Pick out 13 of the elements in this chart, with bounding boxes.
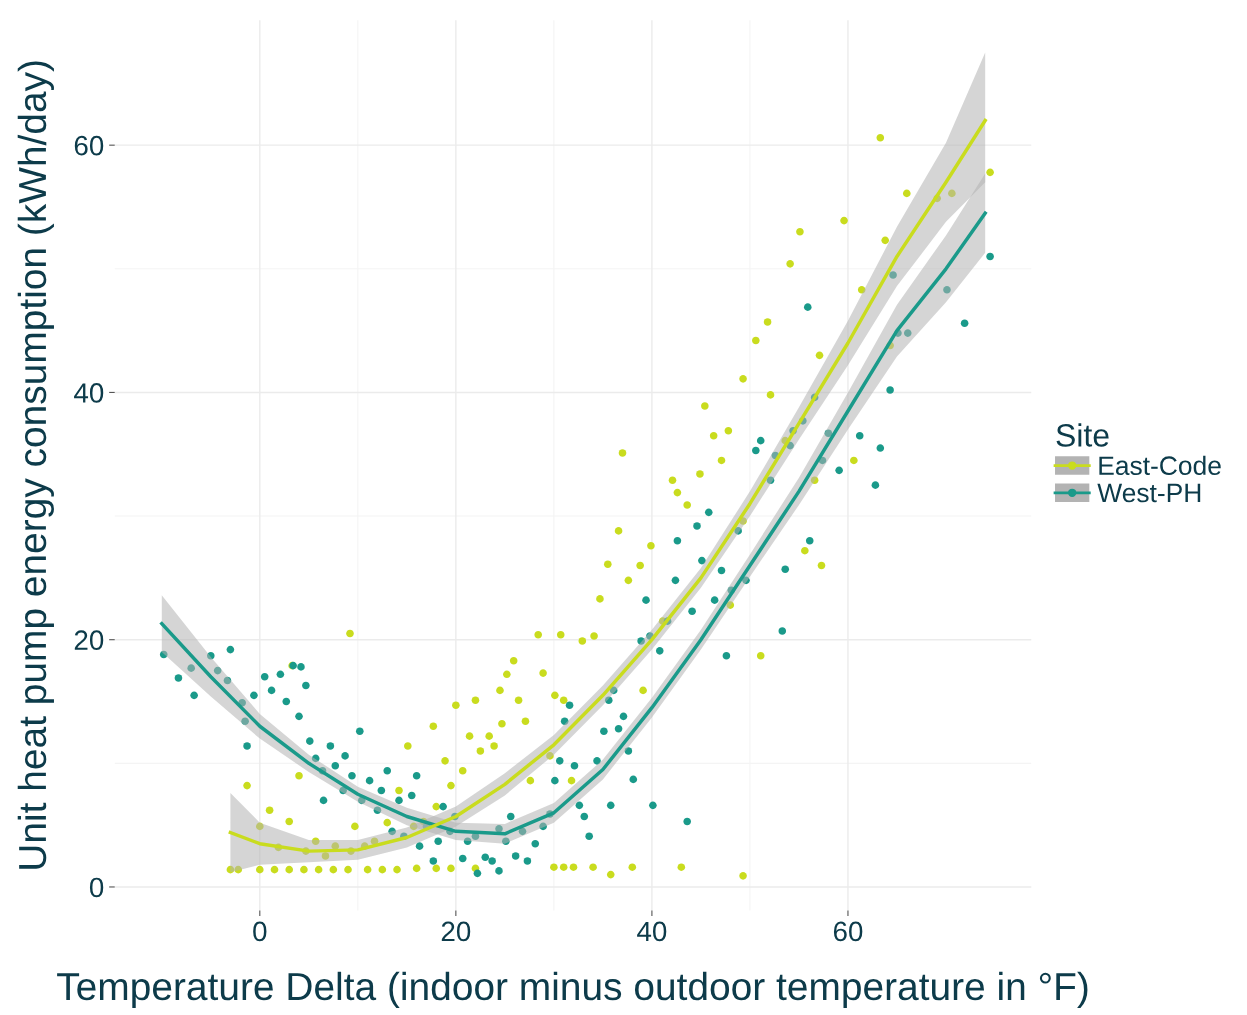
x-tick-label: 40: [637, 921, 667, 942]
y-tick-label: 60: [74, 135, 104, 156]
legend-title: Site: [1056, 423, 1109, 447]
y-tick-label: 20: [74, 630, 104, 651]
x-tick-label: 0: [253, 921, 267, 942]
y-axis-title: Unit heat pump energy consumption (kWh/day): [17, 61, 54, 869]
x-axis-title: Temperature Delta (indoor minus outdoor temperature in °F): [57, 971, 1088, 1009]
x-tick-label: 60: [833, 921, 863, 942]
legend-label: East-Code: [1099, 455, 1221, 476]
y-tick-label: 40: [74, 383, 104, 403]
legend-label: West-PH: [1097, 483, 1201, 503]
y-tick-label: 0: [89, 877, 104, 898]
x-tick-label: 20: [441, 921, 471, 942]
